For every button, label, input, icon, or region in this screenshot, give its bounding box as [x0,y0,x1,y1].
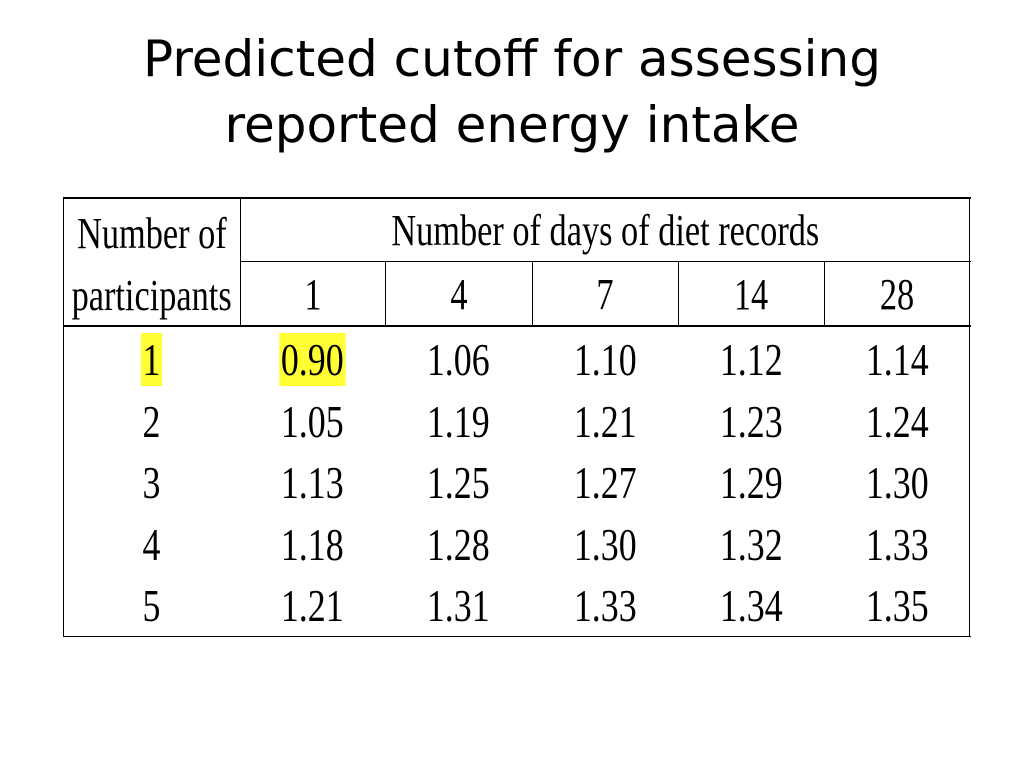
value-cell-r5-d28-text: 1.35 [865,579,929,631]
table-left-border [63,197,64,637]
value-cell-r2-d28-text: 1.24 [865,395,929,447]
cutoff-table: Number of participants Number of days of… [63,197,971,637]
value-cell-r3-d14-text: 1.29 [719,456,783,508]
participants-cell-5: 5 [63,575,240,635]
value-cell-r4-d1-text: 1.18 [281,518,344,570]
value-cell-r3-d1: 1.13 [240,452,385,512]
value-cell-r1-d4: 1.06 [385,329,532,389]
participants-cell-3-text: 3 [142,456,161,508]
column-group-header: Number of days of diet records [240,199,971,261]
participants-cell-4: 4 [63,514,240,574]
day-header-14: 14 [678,263,824,325]
value-cell-r1-d1-text: 0.90 [279,332,346,386]
value-cell-r5-d7-text: 1.33 [573,579,637,631]
value-cell-r1-d14: 1.12 [678,329,824,389]
value-cell-r5-d1-text: 1.21 [281,579,344,631]
value-cell-r1-d7-text: 1.10 [573,333,637,385]
value-cell-r1-d28: 1.14 [824,329,970,389]
table-right-border [969,197,970,637]
value-cell-r4-d14: 1.32 [678,514,824,574]
value-cell-r3-d7: 1.27 [532,452,678,512]
value-cell-r3-d7-text: 1.27 [573,456,637,508]
participants-cell-5-text: 5 [142,579,161,631]
participants-cell-2: 2 [63,391,240,451]
value-cell-r4-d1: 1.18 [240,514,385,574]
day-header-7-text: 7 [596,269,614,319]
value-cell-r2-d7-text: 1.21 [573,395,637,447]
value-cell-r4-d28: 1.33 [824,514,970,574]
day-header-14-text: 14 [733,269,769,319]
participants-cell-4-text: 4 [142,518,161,570]
row-header-line-2-text: participants [71,270,232,320]
row-header-line-1-text: Number of [76,208,227,258]
value-cell-r4-d4: 1.28 [385,514,532,574]
row-header-divider [240,197,241,326]
value-cell-r1-d1: 0.90 [240,329,385,389]
value-cell-r2-d14-text: 1.23 [719,395,783,447]
value-cell-r3-d28-text: 1.30 [865,456,929,508]
header-bottom-rule [63,325,971,327]
value-cell-r2-d1-text: 1.05 [281,395,344,447]
group-header-rule [240,261,971,262]
value-cell-r4-d4-text: 1.28 [427,518,490,570]
value-cell-r4-d7-text: 1.30 [573,518,637,570]
day-header-7: 7 [532,263,678,325]
day-divider-1 [385,261,386,326]
value-cell-r5-d1: 1.21 [240,575,385,635]
day-header-1: 1 [240,263,385,325]
column-group-header-text: Number of days of diet records [391,205,820,255]
value-cell-r1-d4-text: 1.06 [427,333,490,385]
participants-cell-1: 1 [63,329,240,389]
day-divider-3 [678,261,679,326]
value-cell-r5-d4: 1.31 [385,575,532,635]
day-header-4: 4 [385,263,532,325]
day-header-1-text: 1 [303,269,322,319]
title-line-1: Predicted cutoff for assessing [143,30,881,88]
value-cell-r5-d14-text: 1.34 [719,579,783,631]
value-cell-r2-d4-text: 1.19 [427,395,490,447]
value-cell-r3-d28: 1.30 [824,452,970,512]
value-cell-r4-d28-text: 1.33 [865,518,929,570]
value-cell-r4-d14-text: 1.32 [719,518,783,570]
row-header-line-2: participants [63,265,240,325]
value-cell-r5-d7: 1.33 [532,575,678,635]
value-cell-r1-d28-text: 1.14 [865,333,929,385]
day-header-28-text: 28 [879,269,915,319]
day-divider-2 [532,261,533,326]
value-cell-r2-d4: 1.19 [385,391,532,451]
value-cell-r5-d14: 1.34 [678,575,824,635]
value-cell-r5-d4-text: 1.31 [427,579,490,631]
day-divider-4 [824,261,825,326]
participants-cell-3: 3 [63,452,240,512]
value-cell-r2-d1: 1.05 [240,391,385,451]
value-cell-r3-d1-text: 1.13 [281,456,344,508]
value-cell-r3-d4-text: 1.25 [427,456,490,508]
value-cell-r1-d14-text: 1.12 [719,333,783,385]
participants-cell-1-text: 1 [140,332,163,386]
table-top-border [63,197,971,199]
slide-title: Predicted cutoff for assessing reported … [0,26,1024,158]
value-cell-r3-d4: 1.25 [385,452,532,512]
value-cell-r4-d7: 1.30 [532,514,678,574]
title-line-2: reported energy intake [224,96,800,154]
value-cell-r3-d14: 1.29 [678,452,824,512]
day-header-28: 28 [824,263,970,325]
participants-cell-2-text: 2 [142,395,161,447]
value-cell-r2-d28: 1.24 [824,391,970,451]
value-cell-r1-d7: 1.10 [532,329,678,389]
value-cell-r5-d28: 1.35 [824,575,970,635]
row-header-line-1: Number of [63,203,240,263]
value-cell-r2-d14: 1.23 [678,391,824,451]
table-bottom-border [63,636,971,637]
day-header-4-text: 4 [449,269,468,319]
value-cell-r2-d7: 1.21 [532,391,678,451]
